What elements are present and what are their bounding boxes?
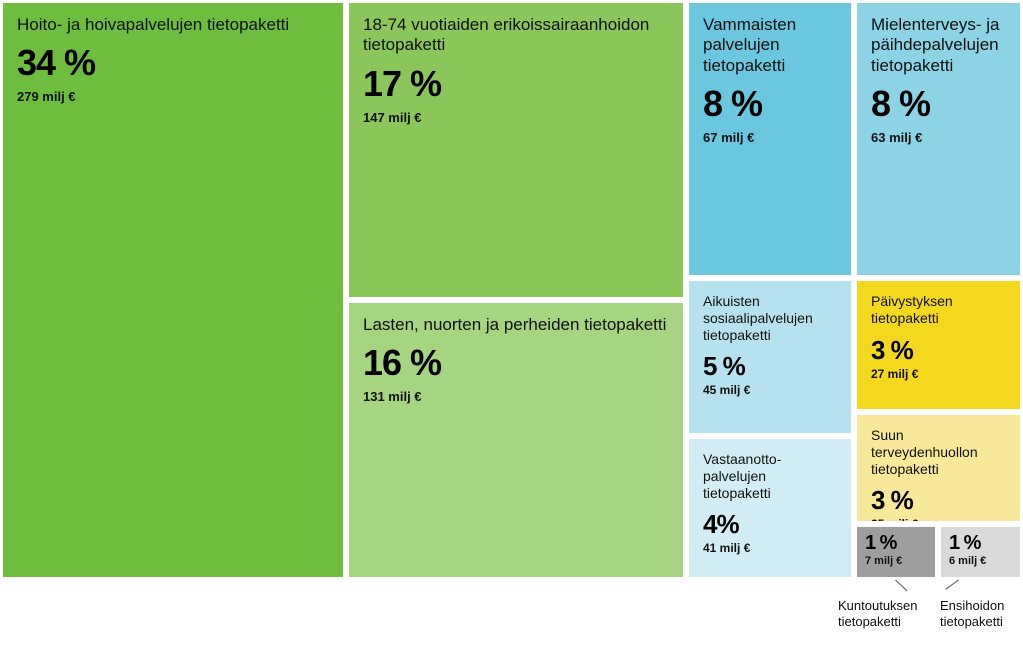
footer-label: Kuntoutuksen tietopaketti <box>838 598 933 629</box>
treemap-cell-value: 25 milj € <box>871 517 1006 524</box>
treemap-cell-title: Vammaisten palvelujen tietopaketti <box>703 15 837 76</box>
treemap-cell-percent: 1 % <box>865 533 927 553</box>
treemap-cell-title: Mielenterveys- ja päihde­palvelujen tiet… <box>871 15 1006 76</box>
treemap-chart: Hoito- ja hoivapalvelujen tietopaketti 34… <box>0 0 1023 580</box>
treemap-cell-value: 41 milj € <box>703 541 837 555</box>
treemap-cell-title: Päivystyksen tietopaketti <box>871 293 1006 327</box>
treemap-cell-title: Vastaanotto­palvelujen tietopaketti <box>703 451 837 501</box>
treemap-cell-percent: 4% <box>703 511 837 537</box>
treemap-cell-percent: 17 % <box>363 66 669 102</box>
treemap-cell-percent: 8 % <box>703 86 837 122</box>
treemap-cell-percent: 3 % <box>871 487 1006 513</box>
treemap-cell-value: 63 milj € <box>871 130 1006 145</box>
treemap-cell-title: Hoito- ja hoivapalvelujen tietopaketti <box>17 15 329 35</box>
treemap-cell-erikois: 18-74 vuotiaiden erikoissairaanhoidon ti… <box>346 0 686 300</box>
treemap-cell-suun: Suun terveydenhuollon tietopaketti 3 % 25 … <box>854 412 1023 524</box>
treemap-cell-title: Aikuisten sosiaalipalvelujen tietopakett… <box>703 293 837 343</box>
treemap-cell-value: 147 milj € <box>363 110 669 125</box>
treemap-cell-value: 7 milj € <box>865 555 927 567</box>
treemap-cell-ensihoi: 1 % 6 milj € <box>938 524 1023 580</box>
treemap-cell-kuntout: 1 % 7 milj € <box>854 524 938 580</box>
treemap-cell-value: 6 milj € <box>949 555 1012 567</box>
treemap-cell-value: 131 milj € <box>363 389 669 404</box>
footer-label: Ensihoidon tietopaketti <box>940 598 1023 629</box>
treemap-cell-title: 18-74 vuotiaiden erikoissairaanhoidon ti… <box>363 15 669 56</box>
treemap-cell-percent: 5 % <box>703 353 837 379</box>
treemap-cell-value: 27 milj € <box>871 367 1006 381</box>
treemap-cell-vammais: Vammaisten palvelujen tietopaketti 8 % 67 … <box>686 0 854 278</box>
treemap-cell-value: 67 milj € <box>703 130 837 145</box>
treemap-cell-paivyst: Päivystyksen tietopaketti 3 % 27 milj € <box>854 278 1023 412</box>
treemap-cell-percent: 16 % <box>363 345 669 381</box>
treemap-cell-vastaan: Vastaanotto­palvelujen tietopaketti 4% 41 … <box>686 436 854 580</box>
treemap-cell-percent: 8 % <box>871 86 1006 122</box>
treemap-footer-labels: Kuntoutuksen tietopakettiEnsihoidon tiet… <box>0 580 1023 646</box>
connector-line <box>895 580 907 592</box>
treemap-cell-aikuist: Aikuisten sosiaalipalvelujen tietopakett… <box>686 278 854 436</box>
treemap-cell-lasten: Lasten, nuorten ja perheiden tietopakett… <box>346 300 686 580</box>
treemap-cell-percent: 1 % <box>949 533 1012 553</box>
treemap-cell-title: Suun terveydenhuollon tietopaketti <box>871 427 1006 477</box>
treemap-cell-mielen: Mielenterveys- ja päihde­palvelujen tiet… <box>854 0 1023 278</box>
treemap-cell-hoito: Hoito- ja hoivapalvelujen tietopaketti 34… <box>0 0 346 580</box>
connector-line <box>945 580 959 590</box>
treemap-cell-percent: 3 % <box>871 337 1006 363</box>
treemap-cell-title: Lasten, nuorten ja perheiden tietopakett… <box>363 315 669 335</box>
treemap-cell-percent: 34 % <box>17 45 329 81</box>
treemap-cell-value: 279 milj € <box>17 89 329 104</box>
treemap-cell-value: 45 milj € <box>703 383 837 397</box>
